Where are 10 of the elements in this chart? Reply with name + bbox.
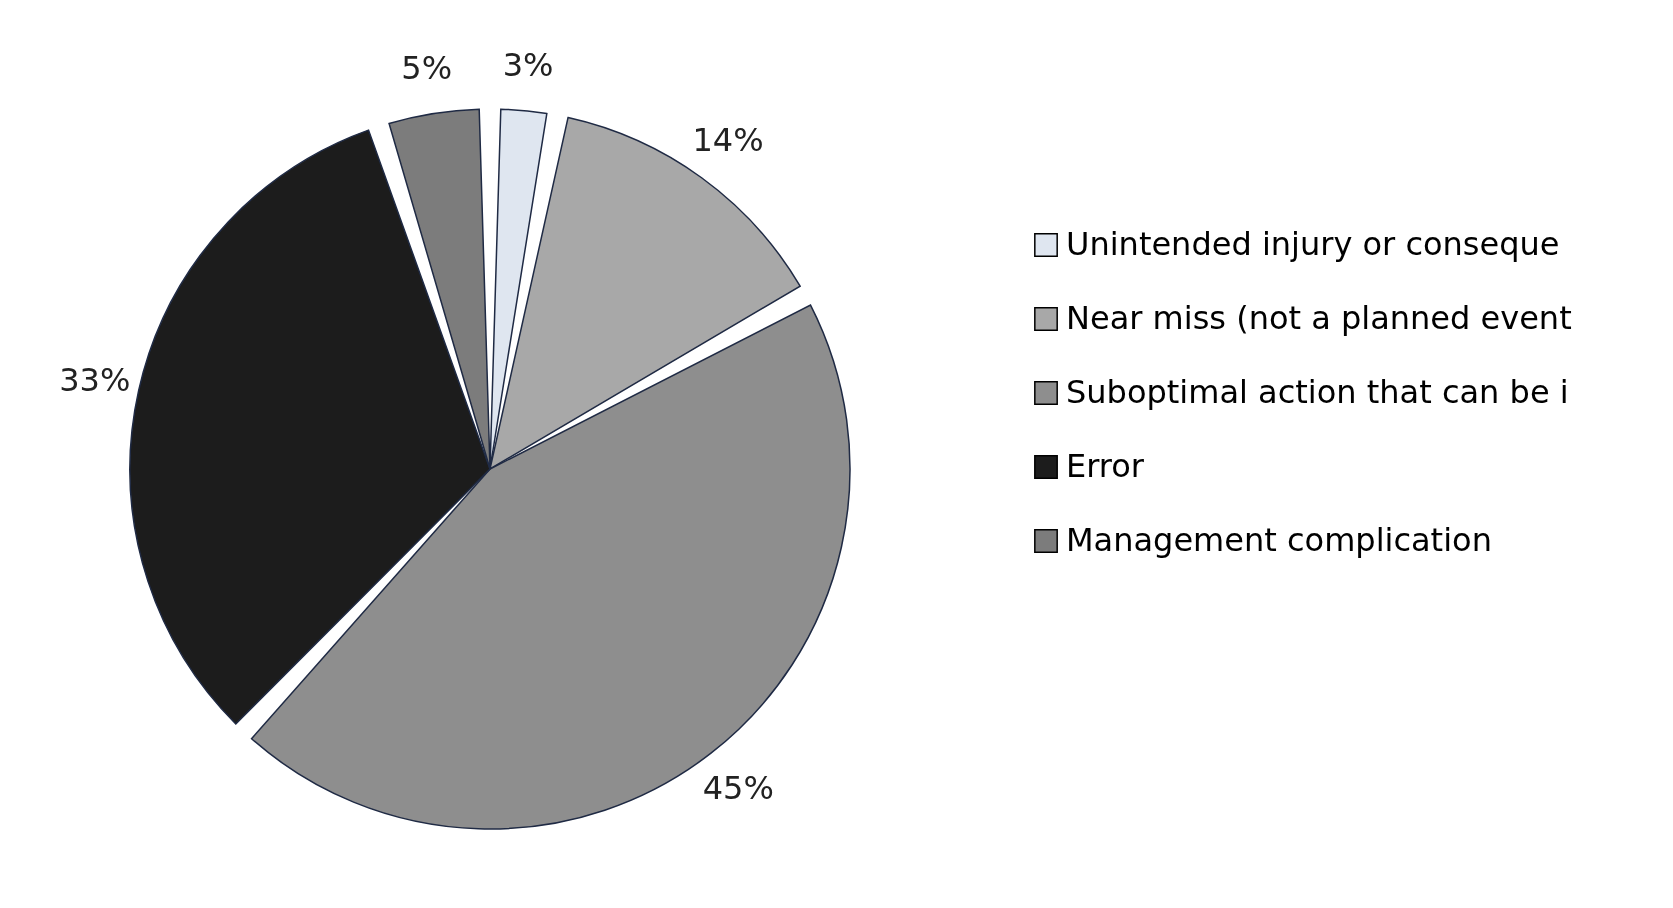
legend-label: Suboptimal action that can be i bbox=[1066, 373, 1569, 411]
data-label: 45% bbox=[702, 769, 774, 808]
legend-label: Error bbox=[1066, 447, 1145, 485]
data-label: 33% bbox=[59, 360, 131, 399]
legend-label: Near miss (not a planned event bbox=[1066, 299, 1572, 337]
legend-label: Unintended injury or conseque bbox=[1066, 225, 1560, 263]
data-label: 14% bbox=[692, 121, 764, 160]
legend-label: Management complication bbox=[1066, 521, 1492, 559]
data-label: 3% bbox=[502, 45, 554, 84]
data-label: 5% bbox=[401, 48, 453, 87]
